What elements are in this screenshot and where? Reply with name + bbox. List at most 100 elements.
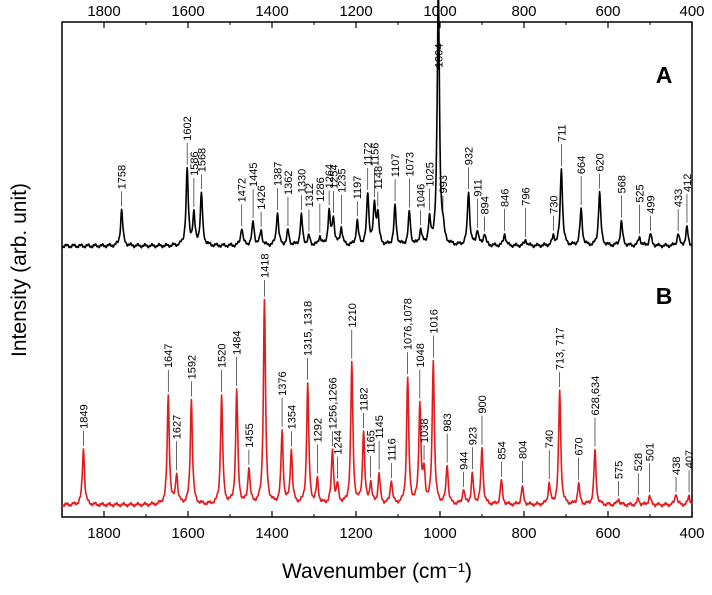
peak-label: 1235: [336, 168, 348, 192]
peak-label: 1292: [312, 418, 324, 442]
peak-label: 894: [480, 196, 492, 214]
peak-label: 568: [616, 175, 628, 193]
bottom-tick-label: 400: [679, 525, 704, 542]
peak-label: 911: [472, 179, 484, 197]
top-tick-label: 1000: [423, 3, 456, 20]
peak-label: 1418: [259, 254, 271, 278]
peak-label: 575: [614, 461, 626, 479]
peak-label: 620: [595, 153, 607, 171]
bottom-tick-label: 1400: [255, 525, 288, 542]
peak-label: 1286: [315, 177, 327, 201]
bottom-tick-label: 1800: [87, 525, 120, 542]
peak-label: 1445: [248, 163, 260, 187]
peak-label: 1354: [286, 405, 298, 429]
y-axis-title: Intensity (arb. unit): [8, 183, 31, 357]
peak-label: 1172: [363, 142, 375, 166]
top-tick-label: 1600: [171, 3, 204, 20]
peak-label: 900: [477, 395, 489, 413]
peak-label: 740: [544, 430, 556, 448]
top-tick-label: 1800: [87, 3, 120, 20]
peak-label: 944: [459, 451, 471, 469]
bottom-tick-label: 1000: [423, 525, 456, 542]
peak-label: 628,634: [590, 376, 602, 416]
peak-label: 670: [574, 437, 586, 455]
peak-label: 1148: [373, 166, 385, 190]
peak-label: 433: [673, 189, 685, 207]
peak-label: 528: [633, 453, 645, 471]
peak-label: 1426: [256, 185, 268, 209]
peak-label: 1073: [404, 152, 416, 176]
peak-label: 438: [671, 457, 683, 475]
bottom-tick-label: 1600: [171, 525, 204, 542]
panel-label-b: B: [656, 283, 673, 309]
peak-label: 796: [521, 187, 533, 205]
peak-label: 804: [517, 441, 529, 459]
plot-frame: [61, 21, 693, 518]
peak-label: 1484: [232, 330, 244, 354]
bottom-tick-label: 800: [511, 525, 536, 542]
peak-label: 1038: [419, 419, 431, 443]
peak-label: 730: [548, 195, 560, 213]
peak-label: 846: [500, 189, 512, 207]
peak-label: 923: [467, 427, 479, 445]
peak-label: 525: [635, 184, 647, 202]
peak-label: 1165: [366, 430, 378, 454]
peak-label: 1256,1266: [327, 377, 339, 429]
peak-label: 1016: [428, 309, 440, 333]
top-axis-ticks: 1800 1600 1400 1200 1000 800 600 400: [61, 3, 705, 28]
peak-label: 1182: [359, 387, 371, 411]
peak-label: 1849: [78, 404, 90, 428]
spectrum-line-b: [61, 298, 693, 508]
peak-label: 1264: [324, 164, 336, 188]
peak-label: 501: [645, 443, 657, 461]
peak-label: 1244: [333, 430, 345, 454]
peak-label: 854: [496, 441, 508, 459]
peak-label: 1376: [277, 371, 289, 395]
bottom-tick-label: 600: [595, 525, 620, 542]
peak-label: 664: [576, 156, 588, 174]
peak-label: 1568: [196, 148, 208, 172]
peak-label: 1627: [172, 415, 184, 439]
peak-label: 412: [682, 174, 694, 192]
x-axis-title: Wavenumber (cm⁻¹): [282, 560, 472, 583]
peak-label: 1048: [415, 343, 427, 367]
peak-label: 1145: [374, 415, 386, 439]
peak-label: 1647: [163, 344, 175, 368]
peak-label: 407: [684, 450, 696, 468]
peak-label: 1387: [272, 162, 284, 186]
top-tick-label: 600: [595, 3, 620, 20]
peak-label: 1046: [416, 184, 428, 208]
peak-label: 1254: [328, 165, 340, 189]
top-tick-label: 800: [511, 3, 536, 20]
peak-label: 1330: [296, 169, 308, 193]
peak-label: 1004: [433, 44, 445, 68]
top-tick-label: 1400: [255, 3, 288, 20]
peak-label: 499: [645, 195, 657, 213]
peak-label: 1312: [304, 183, 316, 207]
peak-label: 1107: [390, 154, 402, 178]
spectrum-line-a: [61, 0, 693, 249]
spectra-layer: [61, 0, 693, 508]
peak-label: 1592: [186, 355, 198, 379]
bottom-tick-label: 1200: [339, 525, 372, 542]
peak-label: 1520: [217, 343, 229, 367]
top-tick-label: 400: [679, 3, 704, 20]
peak-label: 1315, 1318: [303, 301, 315, 356]
peak-label: 932: [464, 147, 476, 165]
peak-label: 711: [556, 124, 568, 142]
peak-label: 1586: [189, 151, 201, 175]
peak-label: 713, 717: [555, 327, 567, 370]
peak-label: 1758: [117, 165, 129, 189]
peak-label: 1362: [283, 170, 295, 194]
peak-label: 1455: [244, 423, 256, 447]
peak-label: 1210: [347, 303, 359, 327]
panel-label-a: A: [656, 62, 673, 88]
bottom-axis-ticks: 1800 1600 1400 1200 1000 800 600 400: [61, 511, 705, 542]
top-tick-label: 1200: [339, 3, 372, 20]
peak-label: 993: [438, 175, 450, 193]
peak-label: 1472: [237, 178, 249, 202]
peak-label: 1156: [369, 143, 381, 167]
peak-label: 983: [442, 413, 454, 431]
